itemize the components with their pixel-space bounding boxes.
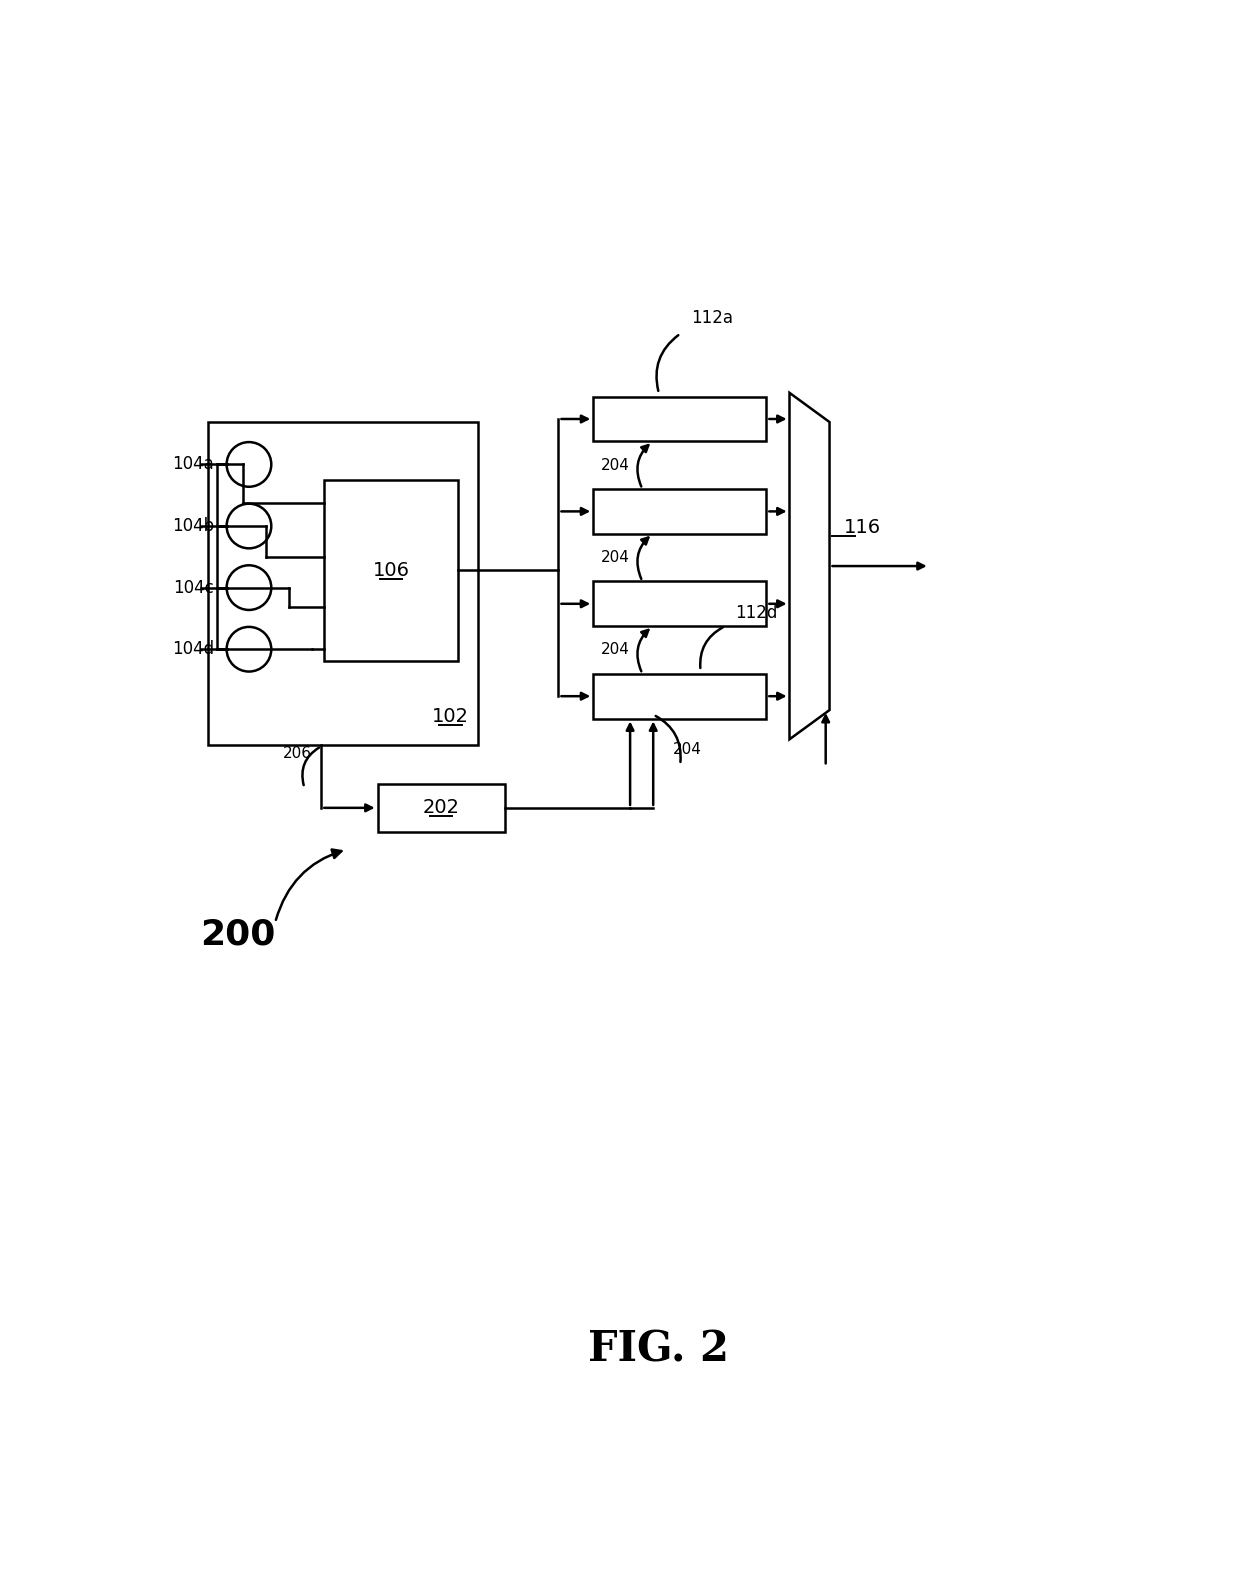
Text: 112d: 112d xyxy=(735,604,777,621)
FancyBboxPatch shape xyxy=(208,422,477,746)
FancyBboxPatch shape xyxy=(593,396,766,442)
FancyBboxPatch shape xyxy=(593,582,766,626)
Text: 104a: 104a xyxy=(172,456,215,473)
Text: 104d: 104d xyxy=(172,640,215,658)
FancyBboxPatch shape xyxy=(593,489,766,533)
Text: 116: 116 xyxy=(843,518,880,536)
Text: 206: 206 xyxy=(283,746,312,761)
Text: 112a: 112a xyxy=(692,310,733,327)
FancyBboxPatch shape xyxy=(324,480,459,661)
Text: 102: 102 xyxy=(433,706,469,725)
Text: 104c: 104c xyxy=(174,579,215,596)
Text: 104b: 104b xyxy=(172,518,215,535)
Text: 202: 202 xyxy=(423,799,460,818)
Text: 200: 200 xyxy=(201,917,275,952)
Text: FIG. 2: FIG. 2 xyxy=(588,1329,729,1372)
Text: 106: 106 xyxy=(372,562,409,580)
FancyBboxPatch shape xyxy=(593,673,766,719)
Text: 204: 204 xyxy=(601,551,630,565)
Text: 204: 204 xyxy=(672,742,702,757)
Text: 204: 204 xyxy=(601,642,630,658)
Text: 204: 204 xyxy=(601,458,630,473)
FancyBboxPatch shape xyxy=(377,783,505,832)
